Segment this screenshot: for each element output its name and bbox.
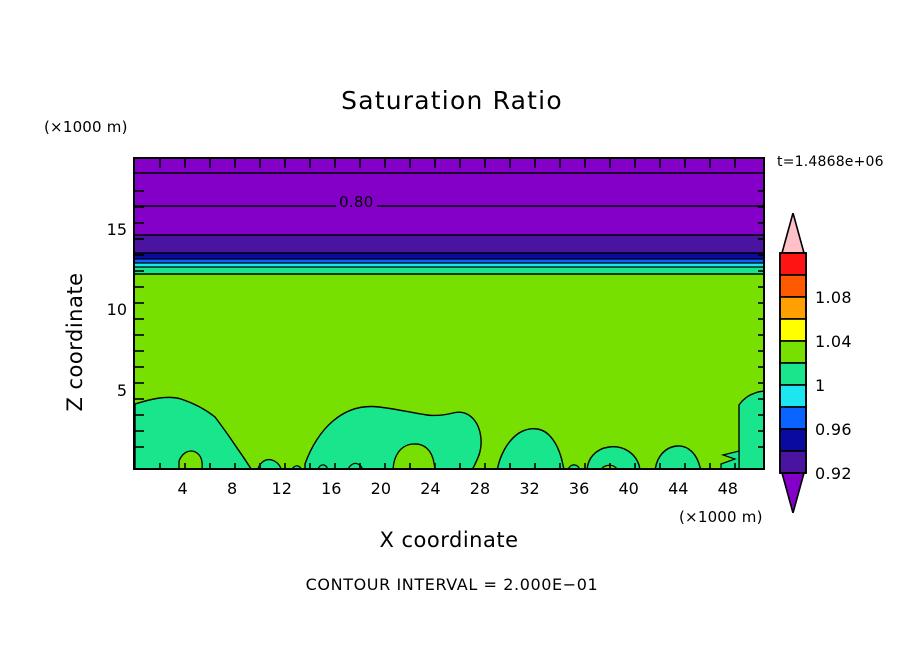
lobe-mound-5 <box>568 464 580 468</box>
band-springgreen-upper <box>135 267 763 274</box>
x-tick-label: 40 <box>618 479 639 498</box>
colorbar-tick-label: 0.92 <box>815 464 852 483</box>
x-tick-label: 24 <box>420 479 441 498</box>
band-cyan <box>135 263 763 267</box>
lobe-mound-4 <box>348 462 363 468</box>
colorbar-segment <box>779 318 807 342</box>
x-tick-label: 44 <box>668 479 689 498</box>
x-axis-units-label: (×1000 m) <box>679 508 763 526</box>
page-title: Saturation Ratio <box>341 86 563 115</box>
time-annotation: t=1.4868e+06 <box>777 154 884 170</box>
x-tick-label: 16 <box>321 479 342 498</box>
x-tick-label: 48 <box>717 479 738 498</box>
lobe-far-right <box>738 390 763 468</box>
lower-lobes-group <box>135 390 763 468</box>
colorbar-svg <box>779 213 807 513</box>
colorbar-segment <box>779 428 807 452</box>
colorbar-segment <box>779 362 807 386</box>
band-navy <box>135 253 763 259</box>
colorbar-tick-label: 1.04 <box>815 332 852 351</box>
y-axis-units-label: (×1000 m) <box>44 118 128 136</box>
lobe-central-large <box>304 405 482 468</box>
x-tick-label: 12 <box>271 479 292 498</box>
colorbar-outline <box>779 252 807 474</box>
lobe-left-large <box>135 396 252 468</box>
band-dark-violet <box>135 235 763 253</box>
x-tick-label: 8 <box>227 479 238 498</box>
x-tick-label: 20 <box>370 479 391 498</box>
x-axis-title: X coordinate <box>379 528 519 552</box>
contour-interval-note: CONTOUR INTERVAL = 2.000E−01 <box>305 575 599 594</box>
colorbar-tick-label: 0.96 <box>815 420 852 439</box>
lobe-mound-2 <box>292 465 302 468</box>
x-tick-label: 32 <box>519 479 540 498</box>
colorbar-segment <box>779 252 807 276</box>
contour-plot-area <box>133 157 765 470</box>
x-tick-label: 4 <box>177 479 188 498</box>
colorbar-segment <box>779 296 807 320</box>
colorbar-cap-top <box>780 213 806 254</box>
colorbar-cap-bottom <box>780 472 806 513</box>
lobe-right-1 <box>497 428 565 468</box>
colorbar-segment <box>779 274 807 298</box>
colorbar-segment <box>779 450 807 474</box>
colorbar-segments <box>779 252 807 474</box>
y-axis-title: Z coordinate <box>63 272 87 412</box>
y-tick-label: 5 <box>116 380 127 400</box>
x-tick-label: 28 <box>469 479 491 498</box>
colorbar-segment <box>779 406 807 430</box>
lobe-central-hole <box>392 443 436 468</box>
band-blue <box>135 259 763 263</box>
colorbar-segment <box>779 340 807 364</box>
colorbar <box>778 213 808 513</box>
y-tick-label: 15 <box>106 220 127 240</box>
y-tick-label: 10 <box>106 300 127 320</box>
inline-contour-label: 0.80 <box>336 193 377 211</box>
band-purple-top <box>135 159 763 235</box>
x-tick-label: 36 <box>568 479 590 498</box>
contour-plot-svg <box>135 159 763 468</box>
colorbar-segment <box>779 384 807 408</box>
colorbar-tick-label: 1.08 <box>815 288 852 307</box>
lobe-mound-3 <box>317 464 328 468</box>
lobe-right-3 <box>654 445 702 468</box>
lobe-right-2 <box>586 446 641 468</box>
colorbar-tick-label: 1 <box>815 376 826 395</box>
tick-marks-group <box>135 159 763 468</box>
